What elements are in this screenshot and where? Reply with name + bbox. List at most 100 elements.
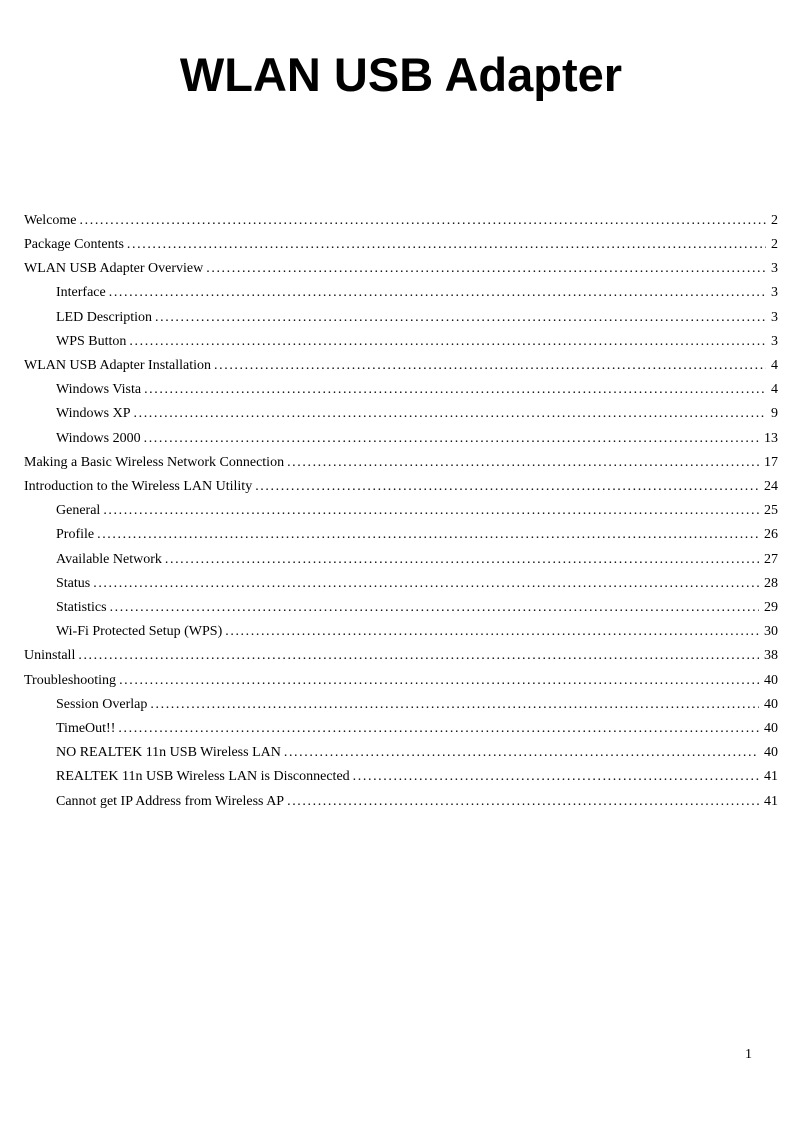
toc-entry: LED Description ........................… — [24, 306, 778, 330]
toc-entry-label: Package Contents — [24, 236, 124, 252]
footer-page-number: 1 — [745, 1047, 752, 1062]
toc-entry-label: WPS Button — [56, 333, 127, 349]
toc-entry: Windows 2000 ...........................… — [24, 427, 778, 451]
toc-entry-page-number: 41 — [764, 793, 778, 809]
toc-dot-leader: ........................................… — [133, 406, 767, 422]
toc-entry: WPS Button .............................… — [24, 330, 778, 354]
toc-dot-leader: ........................................… — [206, 261, 766, 277]
toc-entry: Making a Basic Wireless Network Connecti… — [24, 451, 778, 475]
toc-entry-page-number: 41 — [764, 769, 778, 785]
toc-dot-leader: ........................................… — [118, 720, 759, 736]
toc-entry: General ................................… — [24, 499, 778, 523]
toc-entry: Interface ..............................… — [24, 281, 778, 305]
toc-dot-leader: ........................................… — [352, 769, 759, 785]
toc-entry-page-number: 2 — [771, 236, 778, 252]
toc-entry-label: WLAN USB Adapter Overview — [24, 261, 204, 277]
toc-entry-page-number: 3 — [771, 285, 778, 301]
toc-dot-leader: ........................................… — [287, 454, 759, 470]
toc-dot-leader: ........................................… — [214, 357, 766, 373]
toc-dot-leader: ........................................… — [108, 285, 766, 301]
toc-entry-label: NO REALTEK 11n USB Wireless LAN — [56, 745, 281, 761]
toc-entry-page-number: 38 — [764, 648, 778, 664]
toc-dot-leader: ........................................… — [129, 333, 766, 349]
toc-entry: Statistics .............................… — [24, 596, 778, 620]
toc-entry-page-number: 28 — [764, 575, 778, 591]
toc-entry-label: Windows XP — [56, 406, 131, 422]
toc-entry-label: WLAN USB Adapter Installation — [24, 357, 212, 373]
toc-entry: Package Contents .......................… — [24, 233, 778, 257]
toc-dot-leader: ........................................… — [78, 648, 759, 664]
toc-entry-label: Status — [56, 575, 91, 591]
toc-entry-page-number: 4 — [771, 357, 778, 373]
toc-entry-label: Available Network — [56, 551, 162, 567]
toc-entry: Uninstall ..............................… — [24, 644, 778, 668]
toc-entry: WLAN USB Adapter Installation ..........… — [24, 354, 778, 378]
toc-entry: Available Network ......................… — [24, 548, 778, 572]
toc-entry-page-number: 40 — [764, 720, 778, 736]
toc-entry-label: Windows Vista — [56, 382, 142, 398]
toc-dot-leader: ........................................… — [119, 672, 759, 688]
toc-dot-leader: ........................................… — [79, 212, 766, 228]
toc-entry-label: Cannot get IP Address from Wireless AP — [56, 793, 285, 809]
toc-entry-page-number: 17 — [764, 454, 778, 470]
toc-dot-leader: ........................................… — [144, 382, 766, 398]
table-of-contents: Welcome ................................… — [24, 209, 778, 814]
toc-entry: NO REALTEK 11n USB Wireless LAN ........… — [24, 741, 778, 765]
toc-entry-label: Making a Basic Wireless Network Connecti… — [24, 454, 285, 470]
toc-dot-leader: ........................................… — [143, 430, 759, 446]
toc-dot-leader: ........................................… — [255, 478, 759, 494]
toc-dot-leader: ........................................… — [109, 599, 759, 615]
toc-entry-label: Statistics — [56, 599, 107, 615]
toc-entry-page-number: 4 — [771, 382, 778, 398]
toc-entry-label: Session Overlap — [56, 696, 148, 712]
toc-dot-leader: ........................................… — [103, 503, 759, 519]
toc-dot-leader: ........................................… — [287, 793, 759, 809]
toc-entry: Windows Vista ..........................… — [24, 378, 778, 402]
toc-entry-label: Windows 2000 — [56, 430, 141, 446]
toc-entry: Profile ................................… — [24, 523, 778, 547]
toc-entry-page-number: 2 — [771, 212, 778, 228]
toc-dot-leader: ........................................… — [126, 236, 766, 252]
toc-entry-label: Profile — [56, 527, 95, 543]
toc-entry: Cannot get IP Address from Wireless AP .… — [24, 790, 778, 814]
document-title: WLAN USB Adapter — [179, 48, 623, 101]
toc-entry: Wi-Fi Protected Setup (WPS) ............… — [24, 620, 778, 644]
toc-dot-leader: ........................................… — [155, 309, 766, 325]
toc-entry: Welcome ................................… — [24, 209, 778, 233]
toc-entry-page-number: 29 — [764, 599, 778, 615]
toc-dot-leader: ........................................… — [164, 551, 759, 567]
toc-entry-page-number: 24 — [764, 478, 778, 494]
toc-entry: Session Overlap ........................… — [24, 693, 778, 717]
toc-entry-page-number: 40 — [764, 745, 778, 761]
toc-entry-page-number: 27 — [764, 551, 778, 567]
toc-dot-leader: ........................................… — [97, 527, 759, 543]
toc-dot-leader: ........................................… — [93, 575, 759, 591]
toc-entry-page-number: 3 — [771, 333, 778, 349]
toc-entry-page-number: 40 — [764, 696, 778, 712]
toc-entry-label: Interface — [56, 285, 106, 301]
toc-entry-page-number: 3 — [771, 309, 778, 325]
toc-entry: Status .................................… — [24, 572, 778, 596]
toc-entry-page-number: 40 — [764, 672, 778, 688]
toc-entry-label: Introduction to the Wireless LAN Utility — [24, 478, 253, 494]
toc-entry-label: LED Description — [56, 309, 153, 325]
toc-dot-leader: ........................................… — [150, 696, 759, 712]
toc-entry: WLAN USB Adapter Overview ..............… — [24, 257, 778, 281]
toc-entry-page-number: 30 — [764, 624, 778, 640]
toc-entry-label: General — [56, 503, 101, 519]
toc-entry-page-number: 13 — [764, 430, 778, 446]
toc-entry-label: Troubleshooting — [24, 672, 117, 688]
toc-entry-label: Uninstall — [24, 648, 76, 664]
toc-dot-leader: ........................................… — [283, 745, 759, 761]
toc-entry-label: Wi-Fi Protected Setup (WPS) — [56, 624, 223, 640]
toc-entry-label: Welcome — [24, 212, 77, 228]
toc-entry: Troubleshooting ........................… — [24, 669, 778, 693]
toc-entry-label: REALTEK 11n USB Wireless LAN is Disconne… — [56, 769, 350, 785]
toc-entry: TimeOut!! ..............................… — [24, 717, 778, 741]
toc-entry-page-number: 25 — [764, 503, 778, 519]
toc-entry-label: TimeOut!! — [56, 720, 116, 736]
toc-entry: Windows XP .............................… — [24, 402, 778, 426]
toc-entry: Introduction to the Wireless LAN Utility… — [24, 475, 778, 499]
toc-dot-leader: ........................................… — [225, 624, 759, 640]
